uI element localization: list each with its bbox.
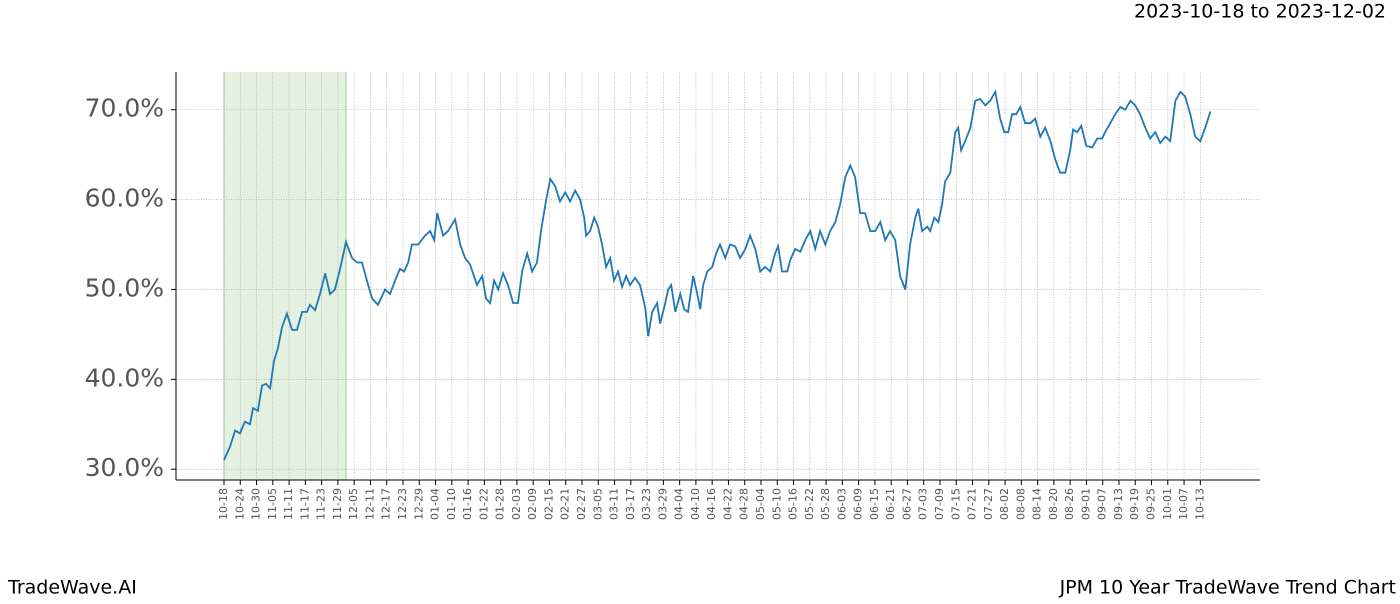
x-tick-label: 10-13 [1193, 488, 1206, 520]
x-tick-label: 01-16 [461, 488, 474, 520]
x-tick-label: 04-16 [705, 488, 718, 520]
x-tick-label: 07-21 [966, 488, 979, 520]
highlight-band [224, 72, 347, 480]
x-tick-label: 09-01 [1079, 488, 1092, 520]
y-tick-label: 70.0% [85, 94, 164, 123]
x-tick-label: 01-28 [494, 488, 507, 520]
brand: TradeWave.AI [7, 577, 137, 599]
y-tick-label: 50.0% [85, 273, 164, 302]
x-tick-label: 11-23 [315, 488, 328, 520]
x-tick-label: 04-28 [738, 488, 751, 520]
x-tick-label: 09-07 [1096, 488, 1109, 520]
x-tick-label: 03-17 [624, 488, 637, 520]
x-tick-label: 03-29 [656, 488, 669, 520]
x-tick-label: 10-18 [217, 488, 230, 520]
x-tick-label: 07-15 [949, 488, 962, 520]
x-tick-label: 05-16 [787, 488, 800, 520]
x-tick-label: 08-14 [1031, 488, 1044, 520]
x-tick-label: 10-01 [1161, 488, 1174, 520]
x-tick-label: 07-03 [917, 488, 930, 520]
x-tick-label: 08-02 [998, 488, 1011, 520]
x-tick-label: 11-11 [282, 488, 295, 520]
x-tick-label: 12-29 [412, 488, 425, 520]
x-tick-label: 06-03 [835, 488, 848, 520]
x-tick-label: 12-05 [347, 488, 360, 520]
x-tick-label: 12-11 [363, 488, 376, 520]
x-tick-label: 12-23 [396, 488, 409, 520]
x-tick-label: 05-10 [770, 488, 783, 520]
y-tick-label: 60.0% [85, 184, 164, 213]
x-tick-label: 02-21 [559, 488, 572, 520]
x-tick-label: 02-27 [575, 488, 588, 520]
x-tick-label: 05-28 [819, 488, 832, 520]
x-tick-label: 01-04 [429, 488, 442, 520]
trend-line [223, 89, 1212, 461]
y-tick-label: 30.0% [85, 453, 164, 482]
x-tick-label: 10-07 [1177, 488, 1190, 520]
x-tick-label: 06-21 [884, 488, 897, 520]
x-tick-label: 01-10 [445, 488, 458, 520]
x-tick-label: 07-27 [982, 488, 995, 520]
x-tick-label: 08-20 [1047, 488, 1060, 520]
x-tick-label: 09-25 [1145, 488, 1158, 520]
x-tick-label: 09-13 [1112, 488, 1125, 520]
date-range: 2023-10-18 to 2023-12-02 [1134, 1, 1386, 23]
x-tick-label: 10-24 [233, 488, 246, 520]
x-tick-label: 08-26 [1063, 488, 1076, 520]
x-tick-label: 12-17 [380, 488, 393, 520]
x-tick-label: 04-10 [689, 488, 702, 520]
x-tick-label: 01-22 [477, 488, 490, 520]
x-tick-label: 04-22 [721, 488, 734, 520]
x-tick-label: 11-05 [266, 488, 279, 520]
x-tick-label: 08-08 [1014, 488, 1027, 520]
x-tick-label: 07-09 [933, 488, 946, 520]
y-tick-label: 40.0% [85, 363, 164, 392]
x-tick-label: 05-22 [803, 488, 816, 520]
caption: JPM 10 Year TradeWave Trend Chart [1059, 577, 1396, 599]
x-tick-label: 03-11 [608, 488, 621, 520]
x-tick-label: 03-23 [640, 488, 653, 520]
x-tick-label: 10-30 [250, 488, 263, 520]
x-tick-label: 06-09 [852, 488, 865, 520]
x-tick-label: 05-04 [754, 488, 767, 520]
x-tick-label: 04-04 [673, 488, 686, 520]
x-tick-label: 02-15 [542, 488, 555, 520]
x-tick-label: 02-09 [526, 488, 539, 520]
x-tick-label: 06-27 [900, 488, 913, 520]
x-tick-label: 06-15 [868, 488, 881, 520]
x-tick-label: 11-29 [331, 488, 344, 520]
x-tick-label: 09-19 [1128, 488, 1141, 520]
x-tick-label: 02-03 [510, 488, 523, 520]
x-tick-label: 11-17 [298, 488, 311, 520]
x-tick-label: 03-05 [591, 488, 604, 520]
